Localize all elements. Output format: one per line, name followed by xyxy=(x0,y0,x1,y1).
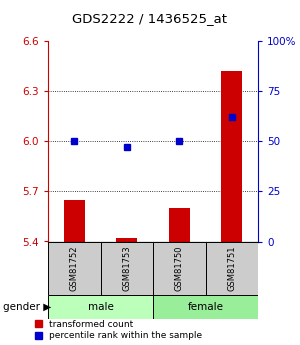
Bar xyxy=(153,241,206,295)
Bar xyxy=(64,200,85,242)
Bar xyxy=(48,295,153,319)
Legend: transformed count, percentile rank within the sample: transformed count, percentile rank withi… xyxy=(34,320,202,341)
Text: GSM81753: GSM81753 xyxy=(122,245,131,291)
Text: GSM81751: GSM81751 xyxy=(227,246,236,291)
Text: GSM81752: GSM81752 xyxy=(70,246,79,291)
Text: GDS2222 / 1436525_at: GDS2222 / 1436525_at xyxy=(73,12,227,25)
Text: male: male xyxy=(88,302,113,312)
Text: female: female xyxy=(188,302,224,312)
Bar xyxy=(48,241,100,295)
Bar xyxy=(169,208,190,242)
Bar xyxy=(206,241,258,295)
Text: gender ▶: gender ▶ xyxy=(3,302,51,312)
Bar xyxy=(116,238,137,242)
Bar xyxy=(100,241,153,295)
Bar xyxy=(221,71,242,242)
Bar xyxy=(153,295,258,319)
Text: GSM81750: GSM81750 xyxy=(175,246,184,291)
